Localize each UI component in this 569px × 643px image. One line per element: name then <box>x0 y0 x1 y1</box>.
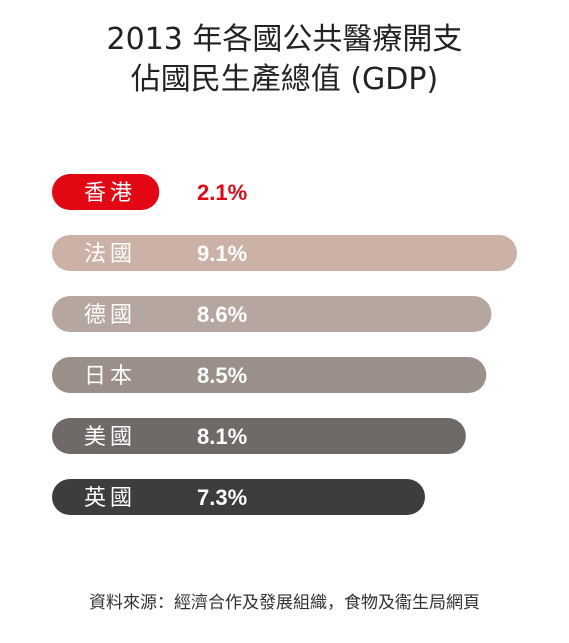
value-label-5: 7.3% <box>197 485 247 510</box>
value-label-2: 8.6% <box>197 302 247 327</box>
category-label-2: 德國 <box>84 303 136 328</box>
bar-4 <box>52 418 466 454</box>
category-label-4: 美國 <box>84 425 136 450</box>
category-label-1: 法國 <box>84 242 136 267</box>
bar-3 <box>52 357 487 393</box>
value-label-3: 8.5% <box>197 363 247 388</box>
bar-1 <box>52 235 517 271</box>
value-label-4: 8.1% <box>197 424 247 449</box>
source-note: 資料來源：經濟合作及發展組織，食物及衞生局網頁 <box>89 593 480 613</box>
value-label-0: 2.1% <box>197 180 247 205</box>
bar-0 <box>52 174 160 210</box>
category-label-3: 日本 <box>84 364 136 389</box>
bar-2 <box>52 296 492 332</box>
chart-title-line-2: 佔國民生產總值 (GDP) <box>130 62 439 97</box>
bar-5 <box>52 479 426 515</box>
value-label-1: 9.1% <box>197 241 247 266</box>
category-label-5: 英國 <box>84 486 136 511</box>
category-label-0: 香港 <box>84 181 136 206</box>
chart-title-line-1: 2013 年各國公共醫療開支 <box>106 22 463 57</box>
